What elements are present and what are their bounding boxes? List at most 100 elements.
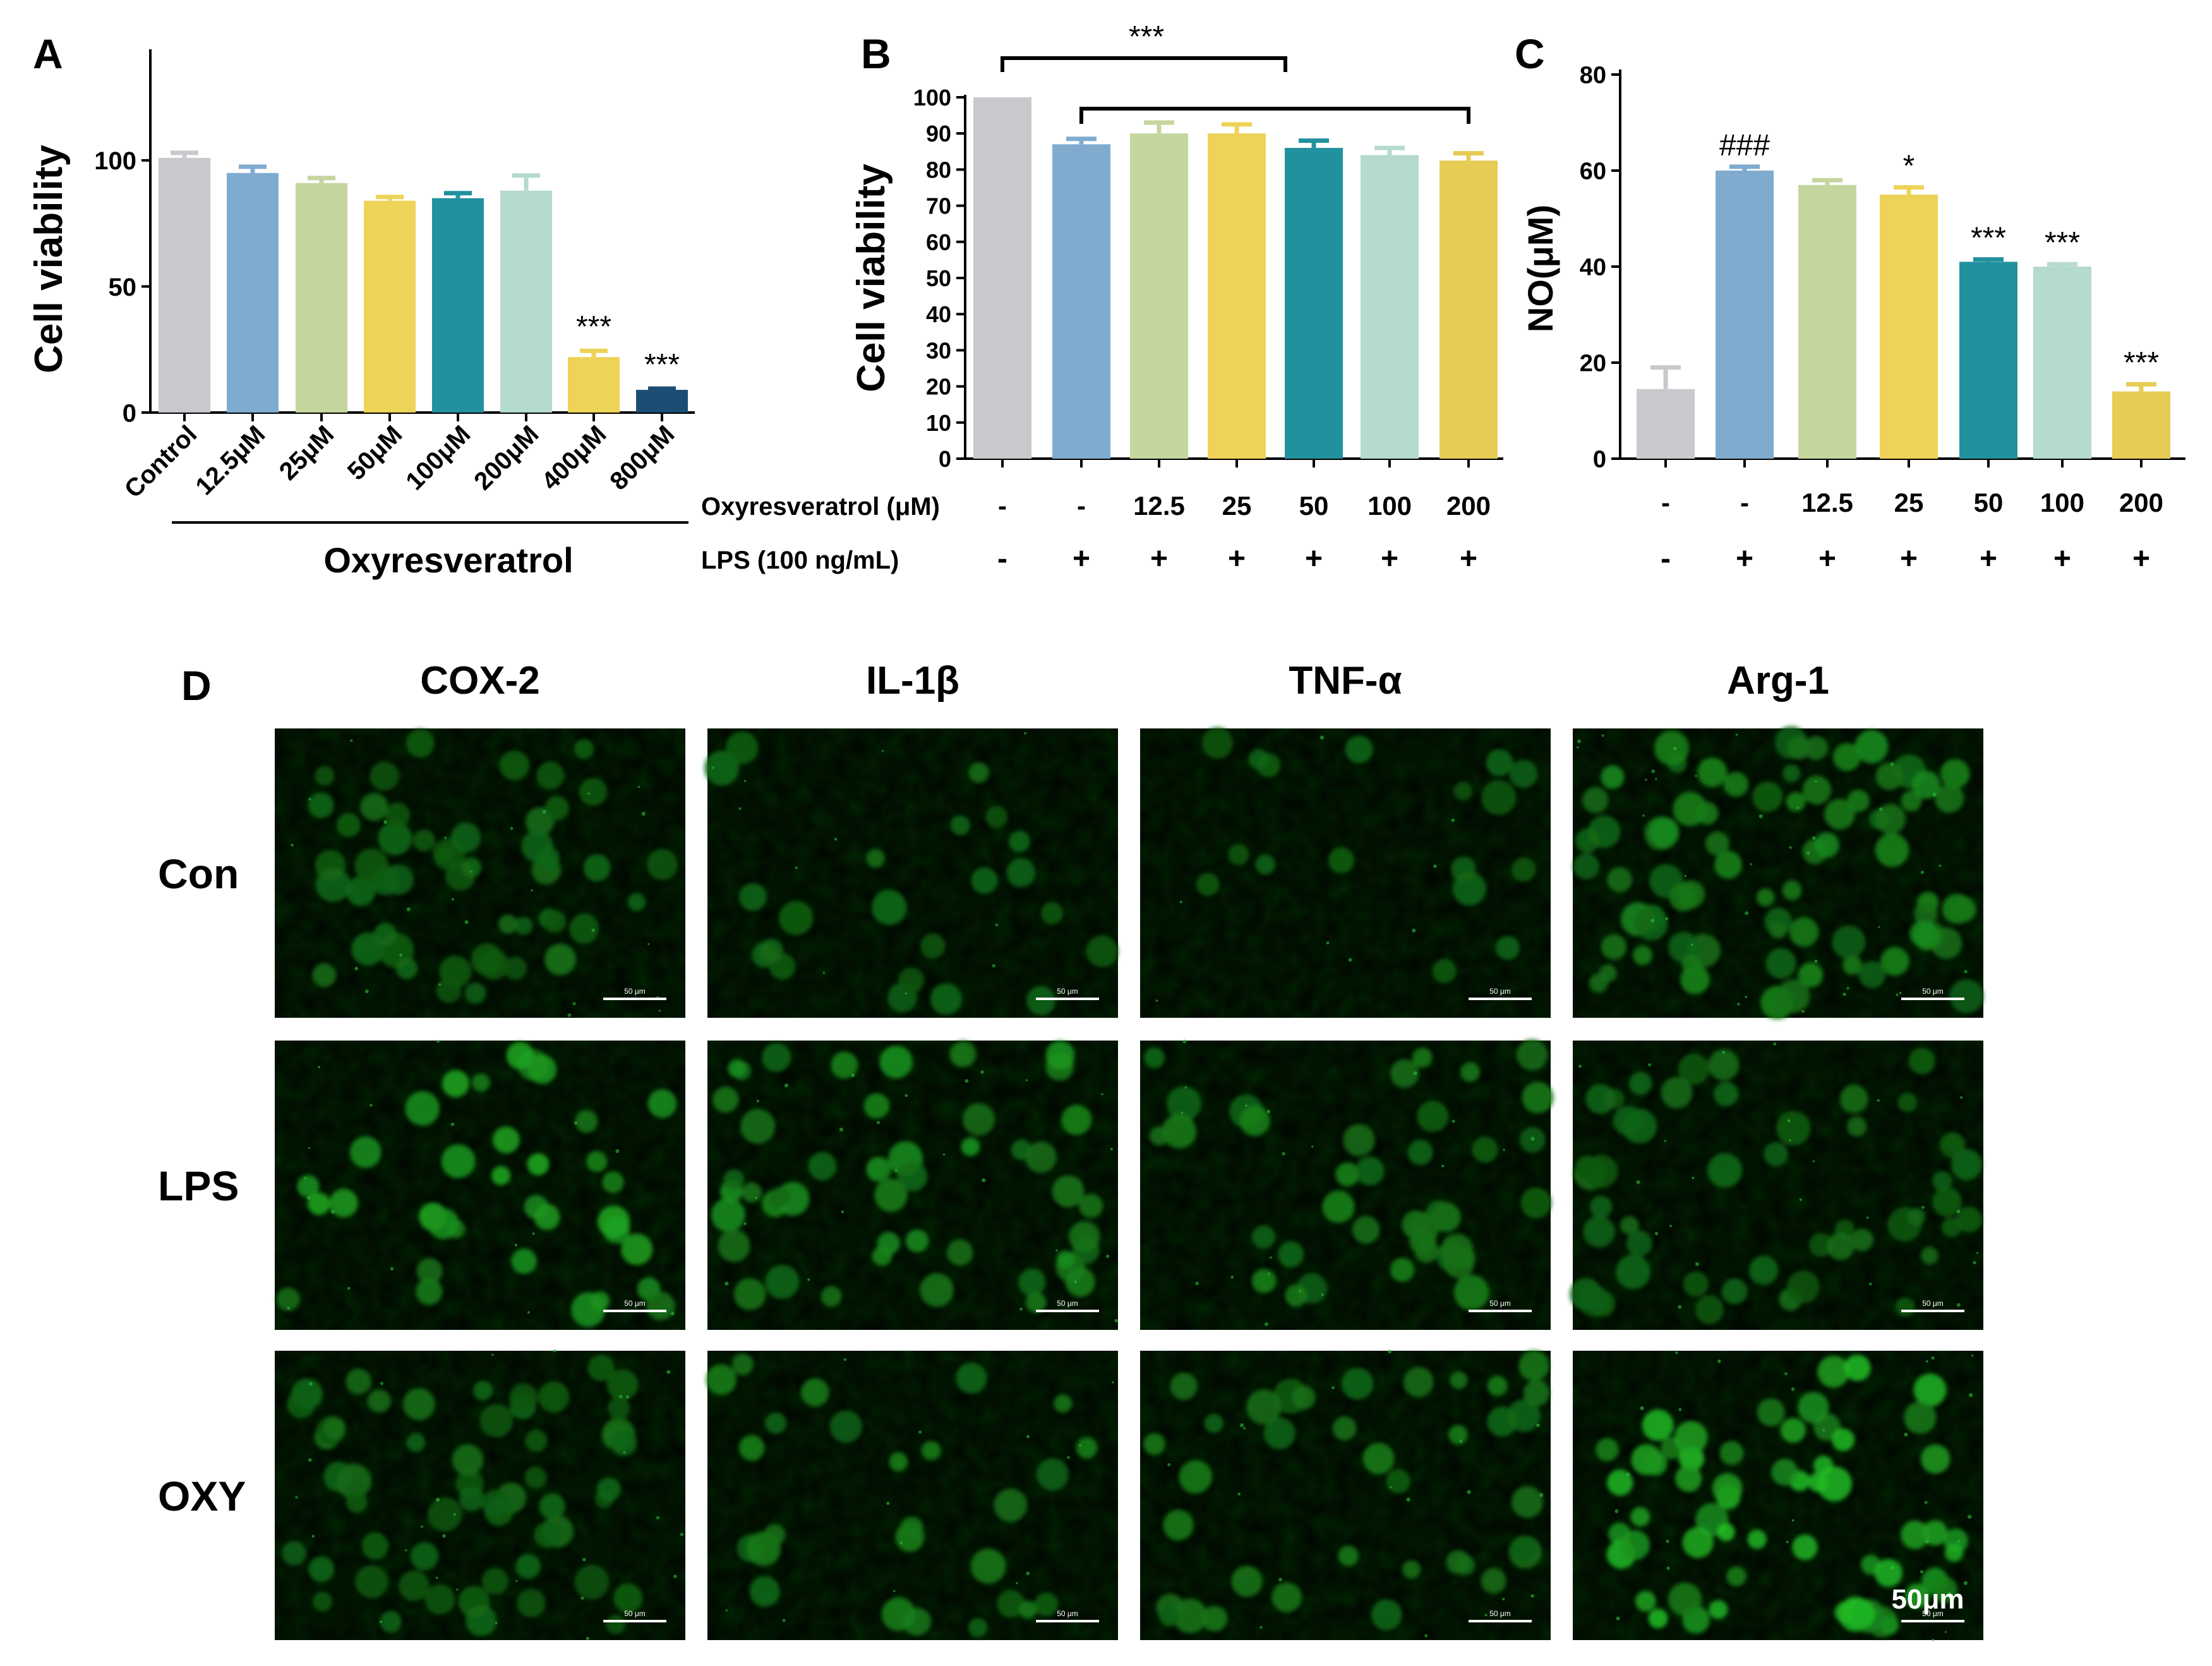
cell [874,1178,908,1212]
speckle [1814,959,1818,963]
cell [734,1278,766,1310]
speckle [405,1549,407,1552]
cell [503,957,527,980]
speckle [1665,917,1668,921]
cell [1931,1576,1958,1603]
speckle [1678,1305,1682,1309]
cell [1683,1271,1709,1297]
cell [499,750,530,781]
speckle [1654,1231,1659,1236]
micrograph-cells [1144,1039,1554,1310]
cell [706,1364,736,1396]
cell [1817,1355,1850,1388]
speckle [510,827,514,830]
cell [459,1486,484,1511]
panel-b-row1-value: 50 [1299,491,1329,521]
speckle [354,967,359,970]
cell [1061,1104,1092,1135]
cell [308,792,334,819]
speckle [1601,734,1604,737]
speckle [1896,993,1899,996]
speckle [451,898,454,901]
panel-c-sig-label: ### [1719,129,1770,162]
cell [380,1610,402,1633]
speckle [1459,1440,1463,1443]
cell [452,1444,484,1476]
cell [1162,1114,1197,1149]
panel-c-row2-value: + [2053,542,2071,576]
cell [1086,935,1118,968]
speckle [1673,747,1677,751]
cell [1522,1081,1554,1114]
cell [491,1166,511,1185]
speckle [637,785,640,788]
cell [1780,1417,1806,1443]
speckle [807,1278,810,1281]
speckle [1331,1386,1335,1389]
speckle [1920,871,1925,874]
cell [808,1152,837,1181]
cell [718,1229,750,1262]
cell [1832,925,1866,959]
cell [1940,759,1970,788]
panel-b-row2-label: LPS (100 ng/mL) [701,546,899,574]
cell [514,917,533,935]
cell [1817,1466,1852,1502]
speckle [1237,1492,1241,1496]
cell [1907,1207,1926,1226]
speckle [1577,739,1582,744]
cell [1585,1084,1616,1114]
micrograph-oxy-arg1: 50 μm [1573,1351,1983,1641]
speckle [1484,1614,1488,1617]
cell [587,1355,615,1382]
panel-c-row2-value: - [1661,542,1671,576]
cell [1008,830,1030,852]
cell [1757,1398,1785,1427]
micrograph-cells [1573,726,1984,1020]
speckle [379,1620,383,1624]
cell [1648,1609,1668,1629]
scale-bar-label: 50 μm [1489,987,1511,996]
cell [1170,1372,1198,1401]
panel-c-bar [2112,391,2170,459]
cell [961,1137,980,1156]
cell [1263,1417,1296,1449]
panel-b-y-tick-label: 70 [926,193,951,219]
speckle [1179,900,1182,903]
panel-b-row1-label: Oxyresveratrol (μM) [701,493,940,521]
cell [879,1045,913,1079]
speckle [295,1495,298,1499]
speckle [574,1121,578,1125]
cell [1913,902,1938,926]
scale-bar-label: 50 μm [1489,1609,1511,1618]
speckle [1924,1500,1928,1504]
cell [726,731,759,764]
panel-a-bar [636,390,688,413]
speckle [1640,1406,1644,1411]
cell [1036,1458,1069,1491]
micrograph-con-il1: 50 μm [704,728,1118,1018]
cell [1904,1583,1930,1609]
cell [568,914,599,944]
cell [610,1430,637,1456]
cell [831,1051,858,1079]
speckle [1932,792,1937,797]
panel-c-condition-rows: - - - +12.5 +25 +50 +100 +200 + [1661,488,2163,576]
speckle [1692,1176,1695,1180]
cell [1179,1460,1212,1494]
cell [1814,832,1840,858]
speckle [1112,1381,1114,1384]
speckle [1451,818,1455,823]
speckle [795,866,798,869]
cell [574,739,594,759]
speckle [1503,1149,1505,1151]
cell [1620,1530,1650,1560]
speckle [291,843,294,847]
panel-c-bar [1880,195,1938,459]
cell [863,1093,890,1119]
speckle [1539,1493,1544,1497]
speckle [1957,1540,1960,1543]
cell [621,1233,653,1265]
